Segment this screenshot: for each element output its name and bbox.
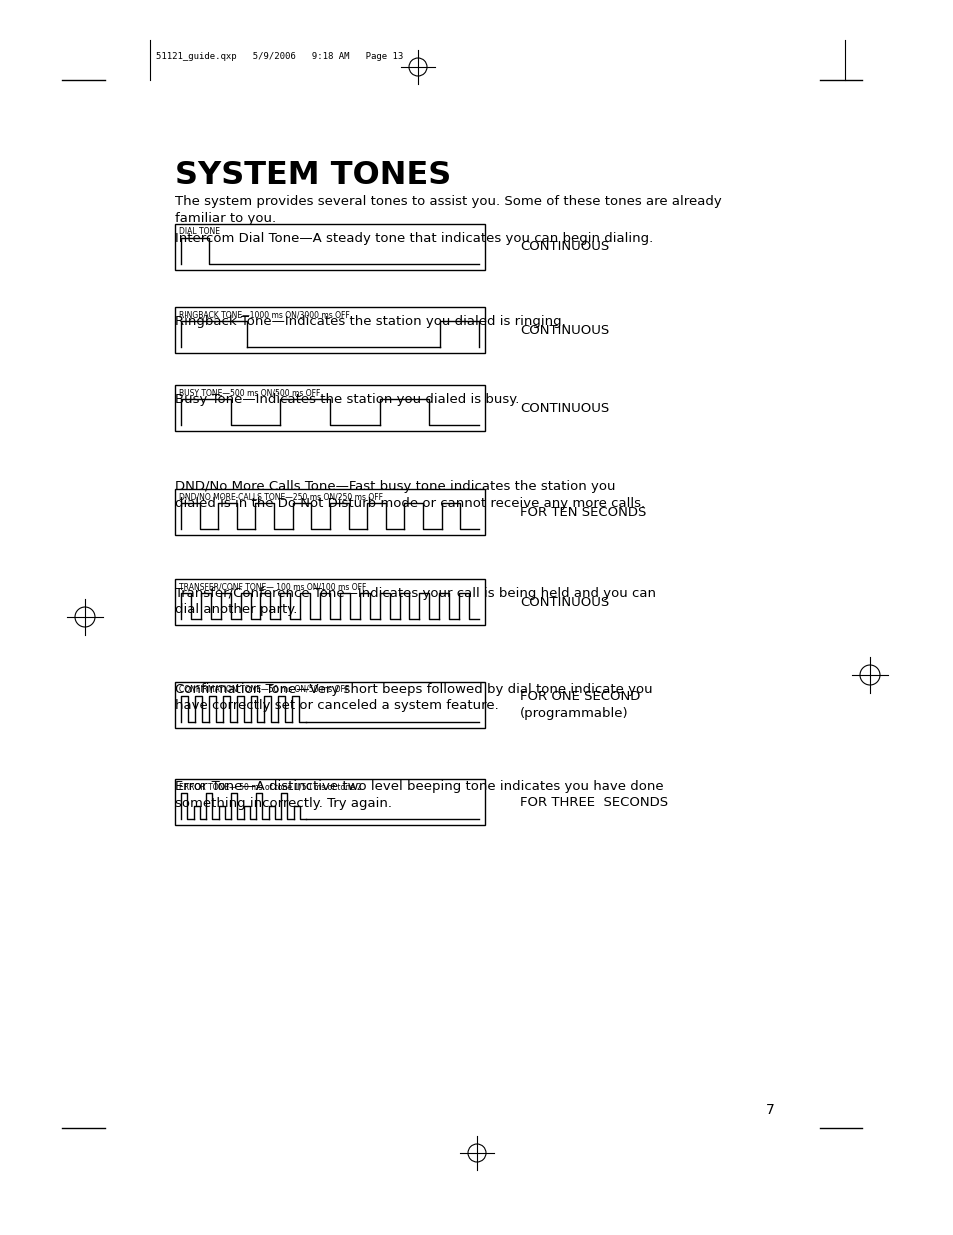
- Text: FOR TEN SECONDS: FOR TEN SECONDS: [519, 505, 646, 519]
- Text: FOR ONE SECOND
(programmable): FOR ONE SECOND (programmable): [519, 690, 639, 720]
- Text: BUSY TONE—500 ms ON/500 ms OFF: BUSY TONE—500 ms ON/500 ms OFF: [179, 388, 320, 396]
- Text: RINGBACK TONE—1000 ms ON/3000 ms OFF: RINGBACK TONE—1000 ms ON/3000 ms OFF: [179, 310, 350, 319]
- Text: 51121_guide.qxp   5/9/2006   9:18 AM   Page 13: 51121_guide.qxp 5/9/2006 9:18 AM Page 13: [156, 52, 403, 61]
- Bar: [174, 779, 484, 825]
- Text: Busy Tone—Indicates the station you dialed is busy.: Busy Tone—Indicates the station you dial…: [174, 393, 518, 406]
- Text: 7: 7: [765, 1103, 774, 1116]
- Text: DND/NO MORE CALLS TONE—250 ms ON/250 ms OFF: DND/NO MORE CALLS TONE—250 ms ON/250 ms …: [179, 492, 382, 501]
- Text: Error Tone—A distinctive two level beeping tone indicates you have done
somethin: Error Tone—A distinctive two level beepi…: [174, 781, 663, 809]
- Text: FOR THREE  SECONDS: FOR THREE SECONDS: [519, 795, 667, 809]
- Bar: [174, 489, 484, 535]
- Text: ERROR TONE— 50 ms of tone 1/50 ms of tone 2: ERROR TONE— 50 ms of tone 1/50 ms of ton…: [179, 782, 361, 790]
- Text: CONFIRMATION TONE—50 ms ON/50 ms OFF: CONFIRMATION TONE—50 ms ON/50 ms OFF: [179, 685, 349, 694]
- Bar: [174, 682, 484, 727]
- Text: The system provides several tones to assist you. Some of these tones are already: The system provides several tones to ass…: [174, 195, 721, 225]
- Bar: [174, 224, 484, 270]
- Text: Confirmation Tone—Very short beeps followed by dial tone indicate you
have corre: Confirmation Tone—Very short beeps follo…: [174, 683, 652, 713]
- Text: CONTINUOUS: CONTINUOUS: [519, 595, 609, 609]
- Text: DIAL TONE: DIAL TONE: [179, 227, 220, 236]
- Text: DND/No More Calls Tone—Fast busy tone indicates the station you
dialed is in the: DND/No More Calls Tone—Fast busy tone in…: [174, 480, 644, 510]
- Text: Intercom Dial Tone—A steady tone that indicates you can begin dialing.: Intercom Dial Tone—A steady tone that in…: [174, 232, 653, 245]
- Text: Ringback Tone—Indicates the station you dialed is ringing.: Ringback Tone—Indicates the station you …: [174, 315, 565, 329]
- Text: TRANSFER/CONF TONE— 100 ms ON/100 ms OFF: TRANSFER/CONF TONE— 100 ms ON/100 ms OFF: [179, 582, 366, 592]
- Bar: [174, 385, 484, 431]
- Text: SYSTEM TONES: SYSTEM TONES: [174, 161, 451, 191]
- Bar: [174, 579, 484, 625]
- Bar: [174, 308, 484, 353]
- Text: Transfer/Conference Tone—Indicates your call is being held and you can
dial anot: Transfer/Conference Tone—Indicates your …: [174, 587, 656, 616]
- Text: CONTINUOUS: CONTINUOUS: [519, 324, 609, 336]
- Text: CONTINUOUS: CONTINUOUS: [519, 241, 609, 253]
- Text: CONTINUOUS: CONTINUOUS: [519, 401, 609, 415]
